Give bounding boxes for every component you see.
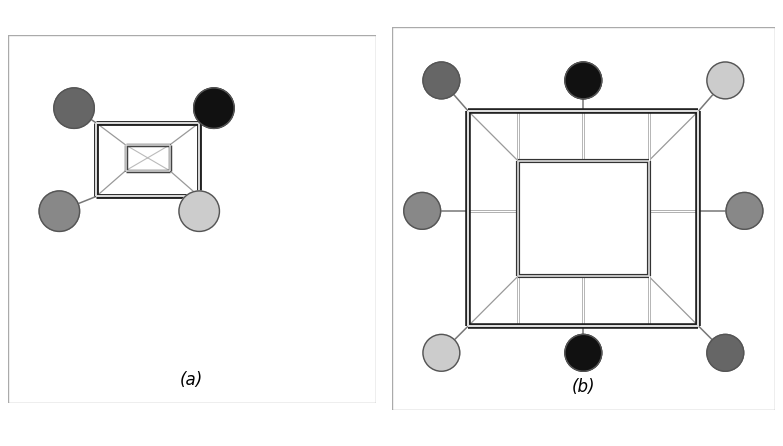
Circle shape <box>707 334 744 371</box>
Text: (a): (a) <box>180 372 204 389</box>
Circle shape <box>565 334 602 371</box>
Circle shape <box>565 62 602 99</box>
Circle shape <box>726 193 763 229</box>
Circle shape <box>404 193 441 229</box>
Circle shape <box>423 62 460 99</box>
Circle shape <box>179 191 219 231</box>
Circle shape <box>423 334 460 371</box>
Text: (b): (b) <box>572 378 595 396</box>
Circle shape <box>54 88 94 128</box>
Circle shape <box>193 88 234 128</box>
Circle shape <box>707 62 744 99</box>
Circle shape <box>39 191 80 231</box>
